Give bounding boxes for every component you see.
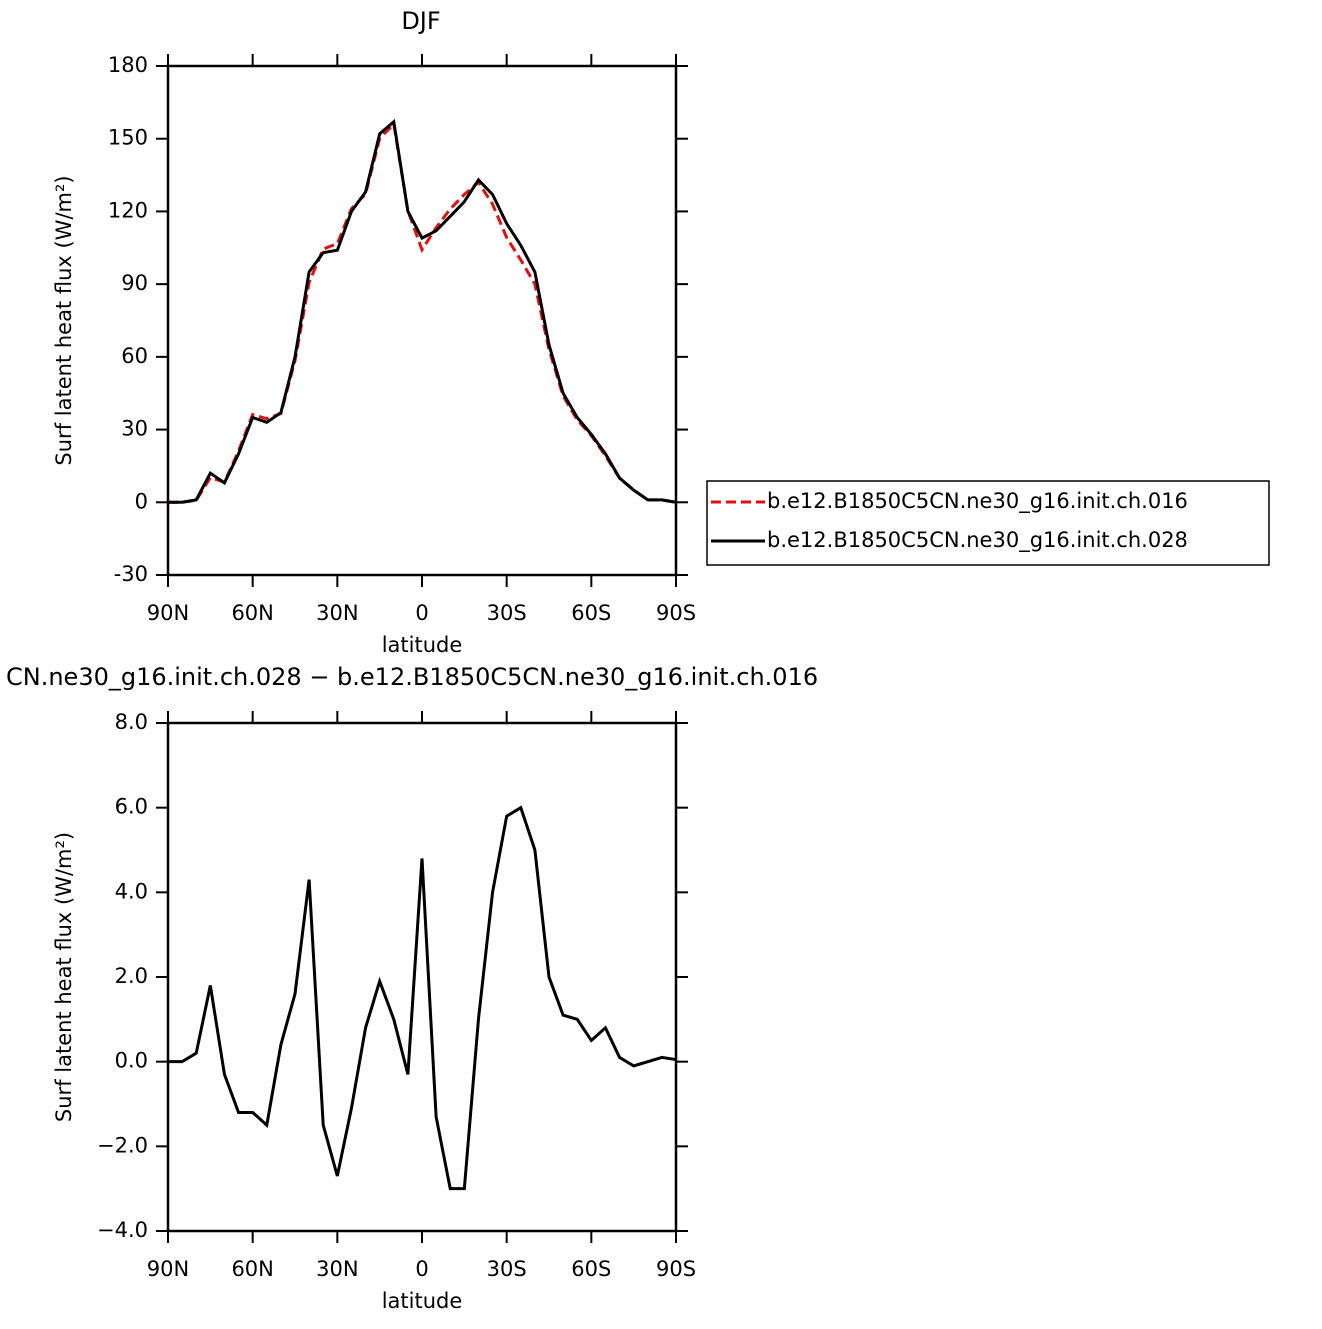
- y-tick-label: -30: [114, 562, 148, 586]
- legend-label: b.e12.B1850C5CN.ne30_g16.init.ch.028: [767, 528, 1188, 553]
- y-tick-label: 30: [121, 417, 148, 441]
- y-tick-label: 120: [108, 198, 148, 222]
- plot-frame: [166, 721, 678, 1233]
- plot-frame: [166, 64, 678, 577]
- x-tick-label: 60N: [231, 601, 273, 625]
- y-tick-label: −2.0: [97, 1133, 148, 1157]
- x-tick-label: 30S: [487, 601, 527, 625]
- y-tick-label: 6.0: [115, 795, 148, 819]
- legend-label: b.e12.B1850C5CN.ne30_g16.init.ch.016: [767, 489, 1188, 514]
- x-tick-label: 60S: [571, 1257, 611, 1281]
- legend-box: [706, 480, 1270, 566]
- x-tick-label: 0: [415, 1257, 428, 1281]
- x-tick-label: 30N: [316, 1257, 358, 1281]
- y-tick-label: 0.0: [115, 1049, 148, 1073]
- x-tick-label: 30N: [316, 601, 358, 625]
- y-tick-label: 2.0: [115, 964, 148, 988]
- series-line: [168, 118, 677, 504]
- series-line: [168, 805, 677, 1191]
- x-tick-label: 90S: [656, 601, 696, 625]
- chart-title: CN.ne30_g16.init.ch.028 − b.e12.B1850C5C…: [6, 663, 818, 691]
- x-tick-label: 60N: [231, 1257, 273, 1281]
- y-tick-label: 90: [121, 271, 148, 295]
- chart-title: DJF: [401, 7, 440, 35]
- y-tick-label: 8.0: [115, 710, 148, 734]
- y-axis-label: Surf latent heat flux (W/m²): [52, 832, 76, 1122]
- x-tick-label: 90N: [147, 601, 189, 625]
- y-tick-label: 150: [108, 126, 148, 150]
- x-axis-label: latitude: [382, 1289, 463, 1313]
- x-tick-label: 0: [415, 601, 428, 625]
- y-tick-label: 60: [121, 344, 148, 368]
- x-tick-label: 90S: [656, 1257, 696, 1281]
- x-tick-label: 30S: [487, 1257, 527, 1281]
- x-axis-label: latitude: [382, 633, 463, 657]
- y-tick-label: 0: [135, 489, 148, 513]
- y-tick-label: 180: [108, 53, 148, 77]
- x-tick-label: 60S: [571, 601, 611, 625]
- y-axis-label: Surf latent heat flux (W/m²): [52, 175, 76, 465]
- y-tick-label: 4.0: [115, 879, 148, 903]
- y-tick-label: −4.0: [97, 1218, 148, 1242]
- x-tick-label: 90N: [147, 1257, 189, 1281]
